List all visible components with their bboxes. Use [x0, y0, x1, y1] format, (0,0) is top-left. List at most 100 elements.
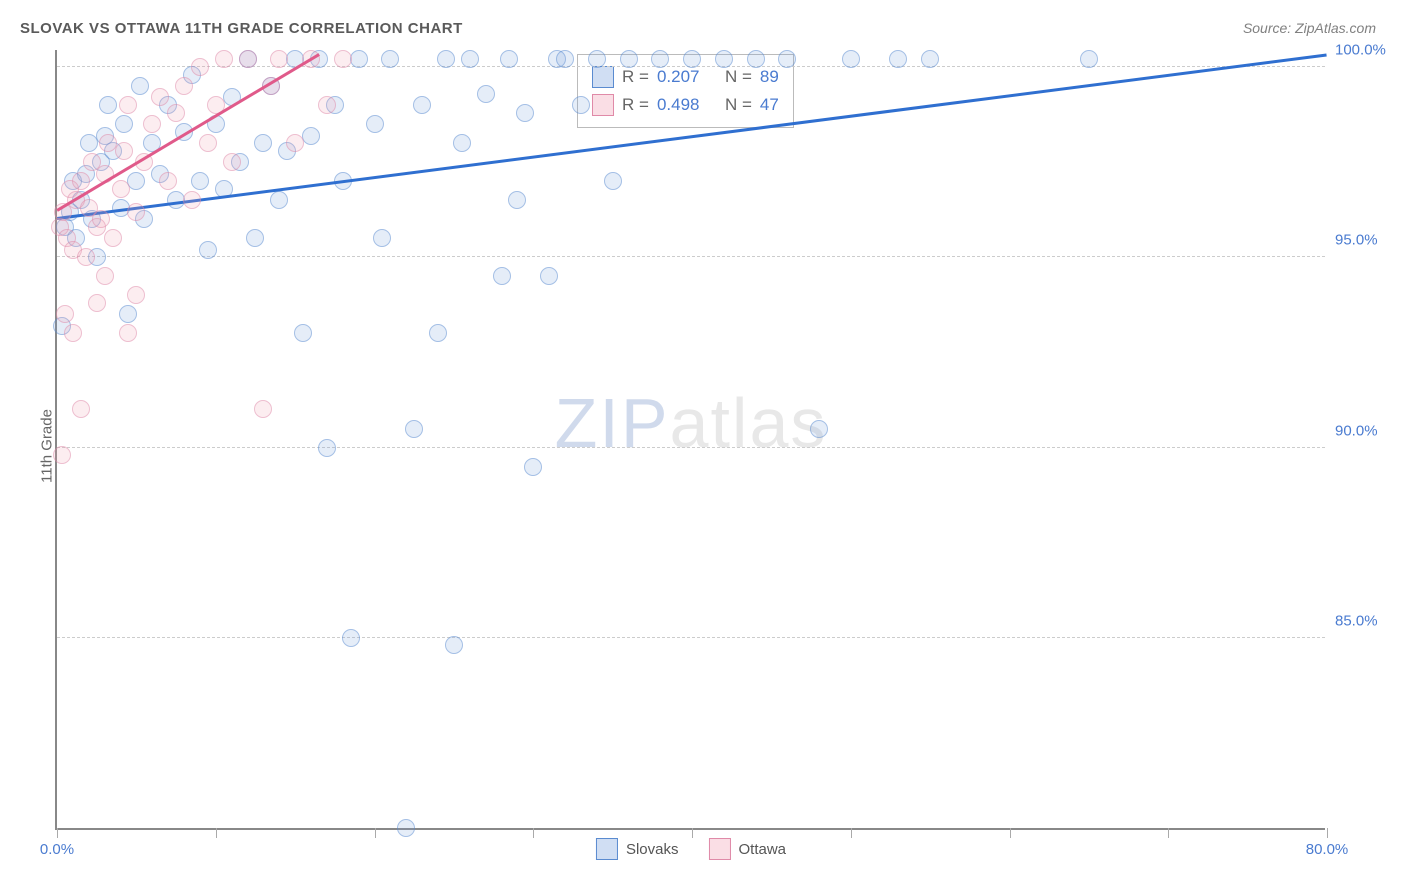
data-point — [318, 96, 336, 114]
data-point — [342, 629, 360, 647]
data-point — [56, 305, 74, 323]
watermark: ZIPatlas — [555, 383, 828, 463]
data-point — [524, 458, 542, 476]
data-point — [413, 96, 431, 114]
x-tick-label: 0.0% — [40, 841, 74, 858]
data-point — [115, 142, 133, 160]
data-point — [175, 77, 193, 95]
data-point — [72, 400, 90, 418]
x-tick — [1010, 828, 1011, 838]
y-axis-label: 11th Grade — [38, 409, 55, 483]
data-point — [92, 210, 110, 228]
data-point — [286, 134, 304, 152]
x-tick — [851, 828, 852, 838]
data-point — [199, 134, 217, 152]
data-point — [405, 420, 423, 438]
data-point — [191, 172, 209, 190]
legend-item: Slovaks — [596, 838, 679, 860]
data-point — [104, 229, 122, 247]
legend-label: Ottawa — [739, 841, 787, 858]
y-tick-label: 95.0% — [1335, 232, 1405, 249]
data-point — [572, 96, 590, 114]
data-point — [810, 420, 828, 438]
legend-row: R = 0.498 N = 47 — [592, 91, 779, 119]
data-point — [64, 324, 82, 342]
plot-area: ZIPatlas R = 0.207 N = 89 R = 0.498 N = … — [55, 50, 1325, 830]
data-point — [119, 305, 137, 323]
data-point — [508, 191, 526, 209]
y-tick-label: 100.0% — [1335, 42, 1405, 59]
data-point — [115, 115, 133, 133]
watermark-light: atlas — [670, 384, 828, 462]
data-point — [151, 88, 169, 106]
legend-item: Ottawa — [709, 838, 787, 860]
legend-label: Slovaks — [626, 841, 679, 858]
data-point — [556, 50, 574, 68]
data-point — [270, 191, 288, 209]
legend-n-value: 47 — [760, 91, 779, 119]
data-point — [183, 191, 201, 209]
series-legend: Slovaks Ottawa — [596, 838, 786, 860]
data-point — [604, 172, 622, 190]
data-point — [270, 50, 288, 68]
data-point — [429, 324, 447, 342]
legend-n-label: N = — [725, 91, 752, 119]
data-point — [159, 172, 177, 190]
data-point — [437, 50, 455, 68]
data-point — [842, 50, 860, 68]
legend-swatch-pink — [709, 838, 731, 860]
data-point — [493, 267, 511, 285]
source-attribution: Source: ZipAtlas.com — [1243, 20, 1376, 36]
data-point — [778, 50, 796, 68]
y-tick-label: 85.0% — [1335, 612, 1405, 629]
legend-swatch-blue — [596, 838, 618, 860]
x-tick — [1327, 828, 1328, 838]
legend-r-value: 0.498 — [657, 91, 700, 119]
gridline — [57, 637, 1325, 638]
data-point — [500, 50, 518, 68]
x-tick — [1168, 828, 1169, 838]
data-point — [239, 50, 257, 68]
data-point — [516, 104, 534, 122]
data-point — [540, 267, 558, 285]
data-point — [199, 241, 217, 259]
chart-container: SLOVAK VS OTTAWA 11TH GRADE CORRELATION … — [0, 0, 1406, 892]
data-point — [620, 50, 638, 68]
y-tick-label: 90.0% — [1335, 422, 1405, 439]
data-point — [373, 229, 391, 247]
data-point — [366, 115, 384, 133]
legend-swatch-pink — [592, 94, 614, 116]
x-tick — [692, 828, 693, 838]
data-point — [119, 324, 137, 342]
data-point — [334, 50, 352, 68]
data-point — [127, 203, 145, 221]
data-point — [131, 77, 149, 95]
data-point — [683, 50, 701, 68]
data-point — [453, 134, 471, 152]
data-point — [445, 636, 463, 654]
data-point — [88, 294, 106, 312]
data-point — [127, 172, 145, 190]
x-tick — [216, 828, 217, 838]
data-point — [747, 50, 765, 68]
legend-n-value: 89 — [760, 63, 779, 91]
data-point — [318, 439, 336, 457]
data-point — [715, 50, 733, 68]
data-point — [1080, 50, 1098, 68]
data-point — [921, 50, 939, 68]
x-tick-label: 80.0% — [1306, 841, 1349, 858]
legend-n-label: N = — [725, 63, 752, 91]
data-point — [381, 50, 399, 68]
x-tick — [533, 828, 534, 838]
data-point — [119, 96, 137, 114]
data-point — [461, 50, 479, 68]
data-point — [96, 267, 114, 285]
watermark-bold: ZIP — [555, 384, 670, 462]
gridline — [57, 447, 1325, 448]
legend-r-label: R = — [622, 91, 649, 119]
legend-swatch-blue — [592, 66, 614, 88]
data-point — [99, 96, 117, 114]
data-point — [651, 50, 669, 68]
data-point — [127, 286, 145, 304]
data-point — [77, 248, 95, 266]
